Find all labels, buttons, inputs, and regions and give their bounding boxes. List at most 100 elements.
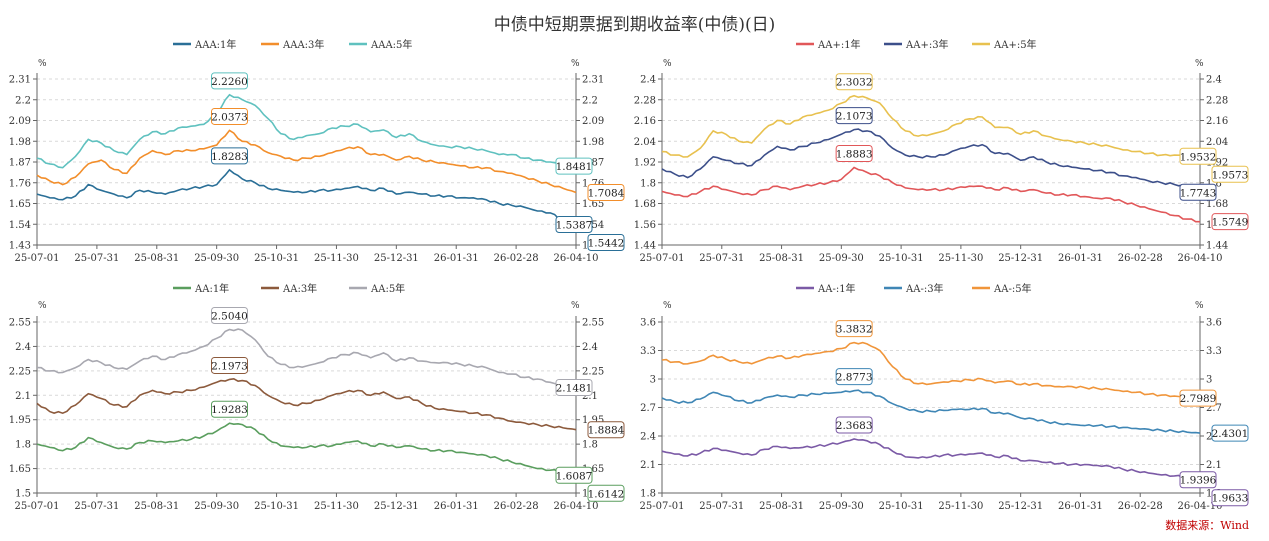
end-value-label-box [1211, 489, 1249, 507]
end-value-label-box [1179, 147, 1217, 165]
series-line [36, 328, 577, 389]
y-tick-label-left: 2.1 [640, 460, 656, 471]
y-tick-label-left: 1.65 [9, 199, 31, 210]
y-tick-label-right: 2.1 [582, 391, 598, 402]
series-line [36, 129, 577, 194]
y-tick-label-right: 3.6 [1206, 318, 1222, 329]
max-value-label: 2.8773 [836, 372, 873, 384]
y-tick-label-right: 2.25 [582, 366, 604, 377]
y-tick-label-right: 2.55 [582, 318, 604, 329]
max-value-label-box [835, 416, 873, 434]
end-value-label-box [1179, 183, 1217, 201]
y-tick-label-left: 1.98 [9, 137, 31, 148]
y-tick-label-right: 3 [1206, 375, 1212, 386]
source-note: 数据来源：Wind [1165, 519, 1249, 532]
legend-label: AAA:1年 [194, 38, 236, 51]
x-tick-label: 25-12-31 [998, 501, 1043, 512]
x-tick-label: 25-09-30 [819, 253, 864, 264]
y-tick-label-left: 2.2 [15, 95, 31, 106]
legend-label: AA-:5年 [993, 282, 1032, 295]
end-value-label: 1.8481 [556, 161, 593, 173]
y-tick-label-left: 3 [650, 375, 656, 386]
y-tick-label-right: 1.54 [582, 220, 604, 231]
x-tick-label: 26-02-28 [1118, 501, 1163, 512]
chart-panel-4: AA-:1年AA-:3年AA-:5年%%1.81.82.12.12.42.42.… [640, 282, 1249, 512]
legend-label: AA+:5年 [993, 38, 1037, 51]
y-unit-right: % [1195, 59, 1204, 69]
x-tick-label: 26-02-28 [1118, 253, 1163, 264]
y-tick-label-right: 1.76 [582, 178, 604, 189]
end-value-label-box [587, 421, 625, 439]
max-value-label-box [211, 107, 248, 125]
end-value-label-box [1211, 424, 1249, 442]
end-value-label: 1.6087 [556, 470, 593, 482]
series-line [661, 389, 1201, 434]
end-value-label: 1.6142 [588, 488, 625, 500]
end-value-label-box [587, 183, 625, 201]
y-tick-label-left: 1.95 [9, 415, 31, 426]
x-tick-label: 26-02-28 [494, 501, 539, 512]
y-tick-label-right: 1.8 [582, 440, 598, 451]
y-tick-label-right: 2.4 [582, 342, 598, 353]
series-line [661, 128, 1201, 188]
x-tick-label: 26-01-31 [434, 253, 479, 264]
series-line [36, 422, 577, 477]
end-value-label-box [1211, 165, 1249, 183]
x-tick-label: 26-04-10 [1178, 501, 1223, 512]
y-unit-left: % [38, 59, 47, 69]
legend-label: AAA:5年 [370, 38, 412, 51]
x-tick-label: 25-10-31 [879, 253, 924, 264]
y-tick-label-right: 1.68 [1206, 199, 1228, 210]
legend-label: AA:3年 [282, 282, 317, 295]
end-value-label: 1.5749 [1212, 217, 1249, 229]
x-tick-label: 25-09-30 [819, 501, 864, 512]
x-tick-label: 25-08-31 [759, 501, 804, 512]
x-tick-label: 26-04-10 [1178, 253, 1223, 264]
max-value-label: 2.2260 [211, 76, 248, 88]
y-tick-label-left: 2.16 [634, 116, 656, 127]
legend: AA+:1年 AA+:3年 AA+:5年 [796, 38, 1037, 51]
x-tick-label: 25-07-01 [640, 501, 685, 512]
y-unit-left: % [38, 301, 47, 311]
end-value-label: 1.5442 [588, 237, 625, 249]
series-line [661, 438, 1201, 481]
y-tick-label-left: 1.92 [634, 158, 656, 169]
end-value-label-box [1211, 213, 1249, 231]
y-tick-label-left: 2.4 [640, 432, 656, 443]
x-tick-label: 26-01-31 [1058, 501, 1103, 512]
y-tick-label-left: 2.1 [15, 391, 31, 402]
y-tick-label-right: 2.4 [1206, 75, 1222, 86]
y-tick-label-right: 1.44 [1206, 241, 1228, 252]
legend-label: AA-:1年 [817, 282, 856, 295]
max-value-label-box [835, 368, 873, 386]
x-tick-label: 25-12-31 [374, 253, 419, 264]
y-tick-label-left: 1.65 [9, 464, 31, 475]
x-tick-label: 25-12-31 [998, 253, 1043, 264]
legend-label: AA+:3年 [905, 38, 949, 51]
y-tick-label-left: 1.8 [640, 489, 656, 500]
y-tick-label-left: 1.68 [634, 199, 656, 210]
x-tick-label: 25-08-31 [134, 501, 179, 512]
legend-label: AA-:3年 [905, 282, 944, 295]
x-tick-label: 25-07-31 [699, 501, 744, 512]
x-tick-label: 26-01-31 [434, 501, 479, 512]
max-value-label-box [211, 72, 248, 90]
x-tick-label: 25-11-30 [938, 253, 983, 264]
y-tick-label-left: 1.56 [634, 220, 656, 231]
max-value-label-box [835, 144, 873, 162]
chart-panel-1: AAA:1年AAA:3年AAA:5年%%1.431.431.541.541.65… [9, 38, 625, 264]
end-value-label: 1.9532 [1180, 151, 1217, 163]
y-tick-label-right: 2.16 [1206, 116, 1228, 127]
y-tick-label-left: 2.4 [15, 342, 31, 353]
x-tick-label: 25-08-31 [134, 253, 179, 264]
max-value-label: 2.3032 [836, 77, 873, 89]
series-line [661, 166, 1200, 223]
y-tick-label-right: 1.92 [1206, 158, 1228, 169]
max-value-label-box [211, 400, 248, 418]
end-value-label-box [1179, 471, 1217, 489]
end-value-label-box [555, 215, 593, 233]
chart-panel-2: AA+:1年AA+:3年AA+:5年%%1.441.441.561.561.68… [634, 38, 1249, 264]
legend: AA-:1年 AA-:3年 AA-:5年 [796, 282, 1032, 295]
x-tick-label: 26-04-10 [554, 501, 599, 512]
legend-label: AA+:1年 [817, 38, 861, 51]
